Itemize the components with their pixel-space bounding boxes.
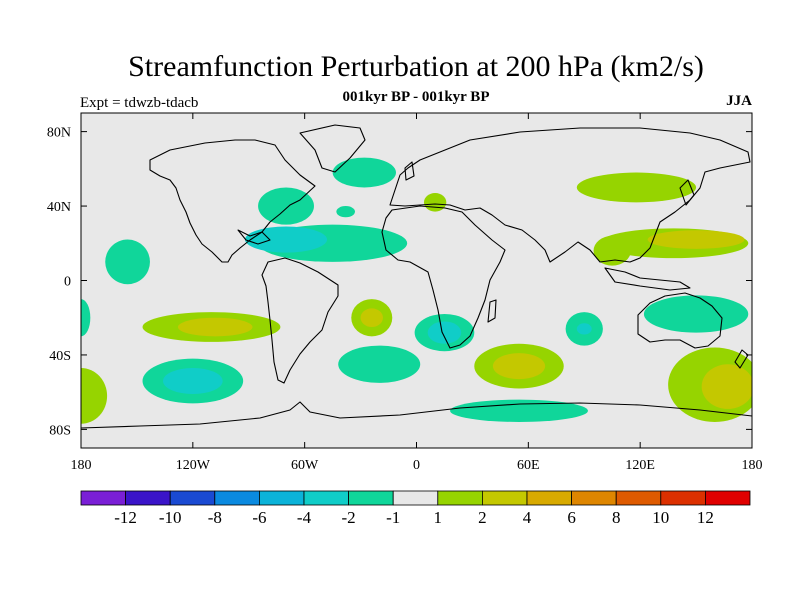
region-north-atlantic-north-low xyxy=(332,157,396,188)
region-southwest-pacific-high-core xyxy=(701,364,752,409)
region-indian-ocean-high-core xyxy=(492,353,546,380)
colorbar-swatch xyxy=(169,490,216,506)
colorbar-label: 2 xyxy=(478,508,487,527)
region-pacific-south-high-core xyxy=(177,317,253,337)
axis-ticks xyxy=(80,113,753,448)
lon-label: 180 xyxy=(742,458,763,473)
region-australia-low xyxy=(643,295,749,333)
region-far-west-south-high xyxy=(81,367,108,424)
colorbar-swatch xyxy=(348,490,394,506)
colorbar-swatch xyxy=(125,490,171,506)
colorbar-swatch xyxy=(214,490,260,506)
region-east-asia-high xyxy=(576,172,697,203)
lon-label: 60E xyxy=(517,458,540,473)
colorbar-swatch xyxy=(303,490,349,506)
map-subtitle: 001kyr BP - 001kyr BP xyxy=(342,89,490,105)
colorbar-label: 12 xyxy=(697,508,714,527)
colorbar-swatch xyxy=(615,490,662,506)
region-south-atlantic-high-core xyxy=(360,308,383,328)
coast-new-zealand xyxy=(734,349,749,369)
region-indian-ocean-low-core xyxy=(576,323,592,335)
colorbar-label: -12 xyxy=(114,508,137,527)
coast-north-america xyxy=(149,139,316,263)
colorbar-swatch xyxy=(526,490,572,506)
colorbar-label: 6 xyxy=(567,508,576,527)
coast-japan xyxy=(679,179,695,206)
season-label: JJA xyxy=(726,93,752,109)
axis-labels: 80N 40N 0 40S 80S 180 120W 60W 0 60E 120E 180 xyxy=(47,126,763,473)
map-title: Streamfunction Perturbation at 200 hPa (… xyxy=(128,50,704,83)
lon-label: 120E xyxy=(625,458,655,473)
colorbar-label: -6 xyxy=(252,508,266,527)
coast-uk xyxy=(404,161,415,181)
lat-label: 80N xyxy=(47,126,71,141)
colorbar-swatch xyxy=(258,490,305,506)
colorbar-label: 4 xyxy=(523,508,532,527)
lat-label: 0 xyxy=(64,275,71,290)
colorbar-swatch xyxy=(437,490,483,506)
colorbar-label: -4 xyxy=(297,508,312,527)
coast-europe-asia xyxy=(389,127,751,263)
region-pacific-west-low xyxy=(105,239,150,285)
coast-australia xyxy=(637,292,723,349)
lon-label: 0 xyxy=(413,458,420,473)
colorbar-swatch xyxy=(705,490,751,506)
colorbar-swatch xyxy=(80,490,126,506)
coast-south-america xyxy=(261,257,339,384)
colorbar-label: 8 xyxy=(612,508,621,527)
colorbar-swatch xyxy=(571,490,617,506)
region-west-pacific-high-core xyxy=(647,230,745,249)
experiment-label: Expt = tdwzb-tdacb xyxy=(80,95,199,111)
colorbar-label: 1 xyxy=(434,508,443,527)
region-south-atlantic-low xyxy=(338,345,421,383)
colorbar-label: -10 xyxy=(159,508,182,527)
lon-label: 120W xyxy=(176,458,211,473)
coast-indonesia xyxy=(604,267,691,291)
colorbar-label: -8 xyxy=(208,508,222,527)
lon-label: 60W xyxy=(291,458,319,473)
region-far-west-low xyxy=(81,299,91,337)
lat-label: 40S xyxy=(49,349,71,364)
region-south-africa-low-core xyxy=(427,321,462,344)
anomaly-regions xyxy=(81,157,752,424)
colorbar-swatch xyxy=(481,490,528,506)
region-north-america-low xyxy=(258,187,314,225)
colorbar-label: -1 xyxy=(386,508,400,527)
coast-madagascar xyxy=(487,299,497,323)
coast-greenland xyxy=(299,124,366,173)
coastlines xyxy=(81,124,752,429)
lon-label: 180 xyxy=(71,458,92,473)
region-south-pacific-low-core xyxy=(163,367,223,395)
region-europe-high xyxy=(423,193,447,212)
region-caribbean-low-core xyxy=(245,226,328,253)
lat-label: 40N xyxy=(47,200,71,215)
coast-gulf xyxy=(237,229,271,245)
colorbar-label: 10 xyxy=(652,508,669,527)
region-southern-ocean-low xyxy=(450,399,588,422)
region-south-asia-high xyxy=(593,235,631,266)
region-mid-atlantic-small-low xyxy=(336,206,355,218)
colorbar: -12 -10 -8 -6 -4 -2 -1 1 2 4 6 8 10 12 xyxy=(80,490,751,527)
colorbar-swatch xyxy=(660,490,706,506)
colorbar-swatch xyxy=(392,490,439,506)
lat-label: 80S xyxy=(49,423,71,438)
coast-antarctica xyxy=(81,401,752,429)
coast-africa xyxy=(381,205,506,349)
colorbar-label: -2 xyxy=(342,508,356,527)
